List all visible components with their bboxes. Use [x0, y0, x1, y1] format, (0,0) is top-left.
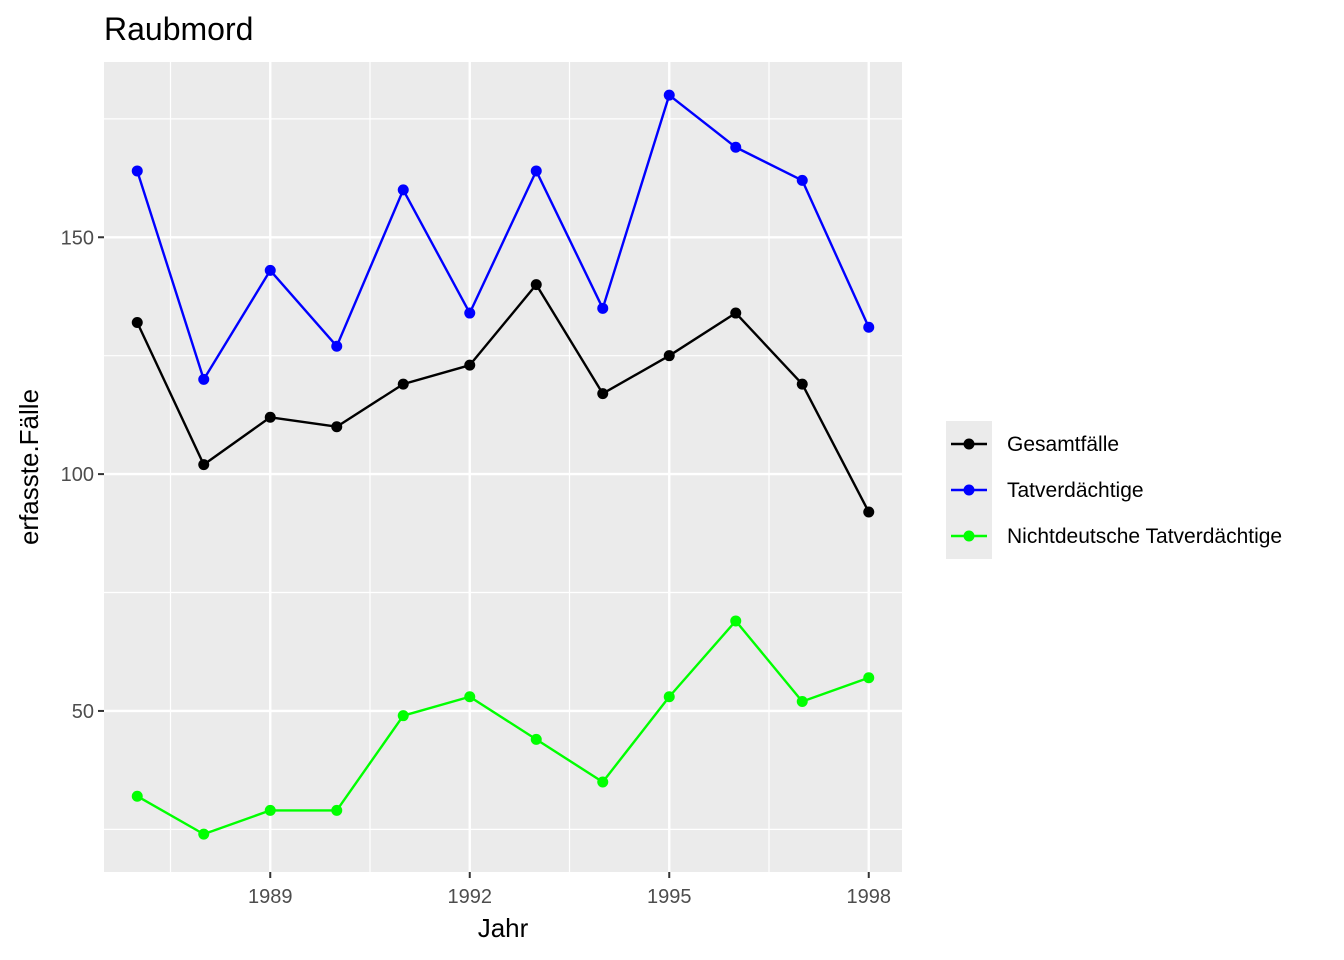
data-point [530, 165, 542, 177]
data-point [863, 672, 875, 684]
legend-label: Nichtdeutsche Tatverdächtige [1007, 525, 1282, 548]
series-line-2 [136, 93, 870, 381]
data-point [331, 421, 343, 433]
data-point [597, 302, 609, 314]
data-point [397, 184, 409, 196]
x-tick-label: 1998 [847, 886, 892, 908]
legend: Gesamtfälle Tatverdächtige Nichtdeutsche T… [946, 421, 1282, 559]
y-tick-label: 100 [61, 464, 94, 486]
series-line-3 [136, 619, 870, 836]
data-point [131, 165, 143, 177]
data-point [663, 350, 675, 362]
data-point [730, 615, 742, 627]
y-tick-label: 150 [61, 227, 94, 249]
data-point [331, 804, 343, 816]
y-axis: 50 100 150 [61, 227, 104, 723]
minor-gridlines [104, 62, 902, 872]
x-tick-label: 1995 [647, 886, 692, 908]
legend-label: Gesamtfälle [1007, 433, 1119, 456]
data-point [198, 373, 210, 385]
data-point [198, 828, 210, 840]
data-point [530, 279, 542, 291]
data-point [730, 141, 742, 153]
data-point [597, 388, 609, 400]
data-point [597, 776, 609, 788]
data-point [464, 359, 476, 371]
data-point [796, 378, 808, 390]
chart-title: Raubmord [104, 11, 253, 47]
data-point [198, 459, 210, 471]
data-point [264, 264, 276, 276]
x-tick-label: 1989 [248, 886, 293, 908]
major-gridlines [104, 62, 902, 872]
data-point [663, 89, 675, 101]
plot-panel [104, 62, 902, 872]
data-point [796, 695, 808, 707]
legend-key-point [963, 438, 975, 450]
data-point [464, 307, 476, 319]
legend-label: Tatverdächtige [1007, 479, 1144, 502]
data-point [331, 340, 343, 352]
data-point [131, 317, 143, 329]
data-point [397, 710, 409, 722]
x-axis: 1989 1992 1995 1998 [248, 872, 891, 908]
data-point [796, 174, 808, 186]
series-line-1 [136, 283, 870, 513]
y-axis-title: erfasste.Fälle [14, 389, 44, 545]
y-tick-label: 50 [72, 701, 94, 723]
data-point [730, 307, 742, 319]
legend-key-point [963, 530, 975, 542]
data-point [464, 691, 476, 703]
series-layer [131, 89, 875, 840]
data-point [863, 321, 875, 333]
data-point [863, 506, 875, 518]
x-tick-label: 1992 [448, 886, 493, 908]
data-point [131, 790, 143, 802]
x-axis-title: Jahr [478, 913, 529, 943]
data-point [264, 411, 276, 423]
data-point [663, 691, 675, 703]
data-point [264, 804, 276, 816]
legend-key-point [963, 484, 975, 496]
data-point [397, 378, 409, 390]
data-point [530, 733, 542, 745]
